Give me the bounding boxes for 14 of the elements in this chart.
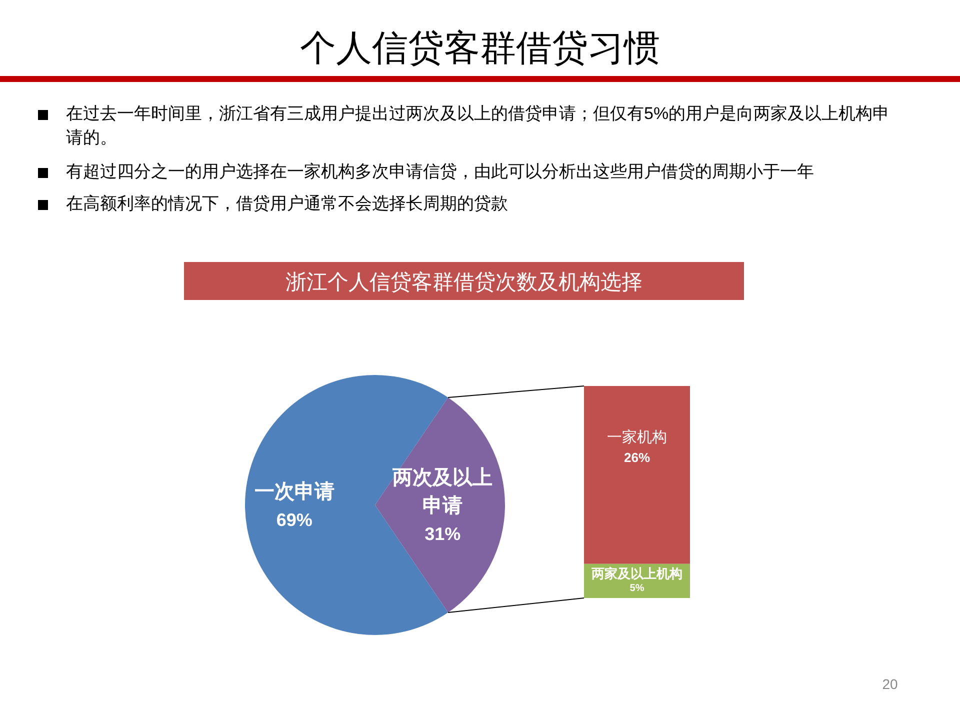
text: 有超过四分之一的用户选择在一家机构多次申请信贷，由此可以分析出这些用户借贷的周期小于一年 (66, 161, 815, 183)
data-label: 31% (424, 524, 461, 544)
series-label: 一家机构 (607, 429, 667, 446)
text: 在高额利率的情况下，借贷用户通常不会选择长周期的贷款 (66, 193, 509, 215)
text: 个人信贷客群借贷习惯 (299, 27, 661, 71)
slice-label: 两次及以上申请 (392, 467, 493, 517)
text: 20 (881, 676, 899, 692)
data-label: 5% (630, 582, 644, 594)
slice-label: 一次申请 (254, 481, 334, 503)
series-label: 两家及以上机构 (590, 566, 682, 581)
data-label: 69% (276, 510, 312, 530)
chart-title: 浙江个人信贷客群借贷次数及机构选择 (286, 271, 642, 294)
data-label: 26% (624, 450, 650, 465)
text: 在过去一年时间里，浙江省有三成用户提出过两次及以上的借贷申请；但仅有5%的用户是向两家及以上机构申请的。 (66, 103, 891, 149)
